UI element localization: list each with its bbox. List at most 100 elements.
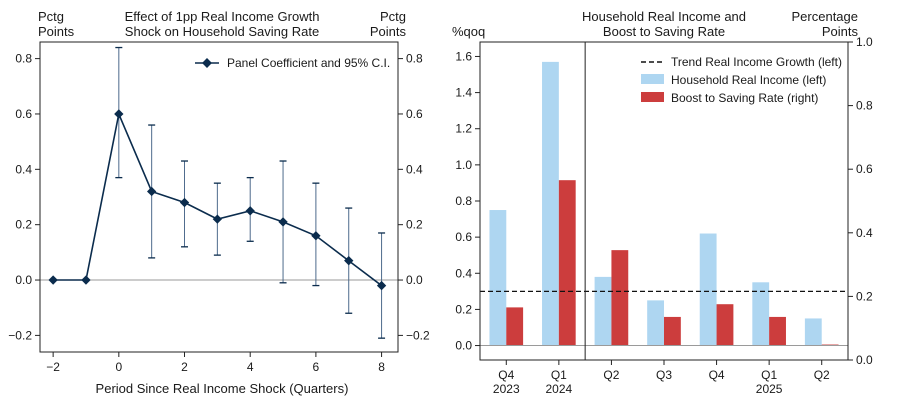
right-ylabel: %qoq xyxy=(452,24,485,39)
right-y2-tick-label: 1.0 xyxy=(856,35,873,49)
left-y-tick-label: 0.8 xyxy=(15,52,32,66)
right-x-tick-label: 2024 xyxy=(546,382,573,396)
right-y2-tick-label: 0.4 xyxy=(856,226,873,240)
right-title-line-1: Household Real Income and xyxy=(582,9,746,24)
right-y-tick-label: 0.2 xyxy=(455,302,472,316)
left-coefficient-point xyxy=(344,255,354,266)
right-y2label-line-1: Percentage xyxy=(792,9,859,24)
right-y-tick-label: 1.6 xyxy=(455,49,472,63)
left-y-tick-label: 0.6 xyxy=(15,107,32,121)
right-legend-income-swatch xyxy=(641,74,664,84)
left-y-tick-label: 0.4 xyxy=(15,162,32,176)
right-x-tick-label: Q1 xyxy=(551,368,567,382)
right-x-tick-label: 2025 xyxy=(756,382,783,396)
right-y2-ticks: 0.0 0.2 0.4 0.6 0.8 1.0 xyxy=(848,35,873,367)
left-plot-frame xyxy=(39,41,399,353)
right-x-tick-label: Q3 xyxy=(656,368,672,382)
left-legend: Panel Coefficient and 95% C.I. xyxy=(195,56,390,70)
left-coefficient-point xyxy=(114,109,124,119)
left-error-bars xyxy=(115,46,386,339)
right-y2-tick-label: 0.0 xyxy=(856,353,873,367)
right-legend-saving-label: Boost to Saving Rate (right) xyxy=(671,91,818,105)
right-y-tick-label: 1.2 xyxy=(455,122,472,136)
left-y2label-line-1: Pctg xyxy=(380,9,406,24)
left-x-tick-label: 0 xyxy=(115,360,122,374)
left-coefficient-point xyxy=(245,206,255,216)
income-bar xyxy=(699,233,717,346)
right-legend-income-label: Household Real Income (left) xyxy=(671,73,826,87)
right-y-tick-label: 0.4 xyxy=(455,266,472,280)
saving-rate-bar xyxy=(769,316,786,346)
right-x-tick-label: Q1 xyxy=(761,368,777,382)
left-ylabel-line-1: Pctg xyxy=(38,9,64,24)
left-coefficient-point xyxy=(376,280,387,291)
left-y2-tick-label: 0.6 xyxy=(406,107,423,121)
left-x-tick-label: −2 xyxy=(46,360,60,374)
right-y-tick-label: 1.0 xyxy=(455,158,472,172)
left-x-ticks: −2 0 2 4 6 8 xyxy=(46,352,385,374)
left-coefficient-point xyxy=(81,275,91,285)
left-legend-label: Panel Coefficient and 95% C.I. xyxy=(227,56,390,70)
left-x-tick-label: 8 xyxy=(378,360,385,374)
left-title-line-2: Shock on Household Saving Rate xyxy=(125,24,319,39)
income-bar xyxy=(594,276,612,346)
left-y-tick-label: 0.2 xyxy=(15,218,32,232)
saving-rate-bar xyxy=(506,307,524,346)
left-x-tick-label: 4 xyxy=(247,360,254,374)
right-y-tick-label: 0.6 xyxy=(455,230,472,244)
right-y-tick-label: 0.8 xyxy=(455,194,472,208)
right-x-tick-label: Q4 xyxy=(709,368,725,382)
left-y-ticks: −0.2 0.0 0.2 0.4 0.6 0.8 xyxy=(8,52,40,342)
right-y-tick-label: 0.0 xyxy=(455,339,472,353)
left-x-tick-label: 6 xyxy=(313,360,320,374)
left-y2-tick-label: 0.0 xyxy=(406,273,423,287)
right-y-ticks: 0.0 0.2 0.4 0.6 0.8 1.0 1.2 1.4 1.6 xyxy=(455,49,480,353)
right-legend: Trend Real Income Growth (left) Househol… xyxy=(641,55,842,105)
right-legend-saving-swatch xyxy=(641,92,664,102)
left-y2-tick-label: 0.4 xyxy=(406,162,423,176)
right-chart: 0.0 0.2 0.4 0.6 0.8 1.0 1.2 1.4 1.6 0.0 0.2 0.4 0.6… xyxy=(452,9,873,396)
right-y2-tick-label: 0.8 xyxy=(856,99,873,113)
left-y2label-line-2: Points xyxy=(370,24,407,39)
right-x-tick-label: 2023 xyxy=(493,382,520,396)
left-coefficient-point xyxy=(278,217,288,227)
left-coefficient-point xyxy=(212,214,223,224)
saving-rate-bar xyxy=(558,180,576,346)
right-y2-tick-label: 0.2 xyxy=(856,289,873,303)
right-x-tick-label: Q2 xyxy=(814,368,830,382)
income-bar xyxy=(752,282,770,346)
right-legend-trend-label: Trend Real Income Growth (left) xyxy=(671,55,842,69)
left-y2-tick-label: 0.2 xyxy=(406,218,423,232)
right-x-tick-label: Q2 xyxy=(603,368,619,382)
left-coefficient-point xyxy=(179,197,190,208)
left-coefficient-point xyxy=(147,186,157,197)
left-x-tick-label: 2 xyxy=(181,360,188,374)
left-xlabel: Period Since Real Income Shock (Quarters… xyxy=(96,381,349,396)
left-coefficient-point xyxy=(311,231,321,241)
right-y2label-line-2: Points xyxy=(822,24,859,39)
income-bar xyxy=(647,300,664,346)
left-chart: −2 0 2 4 6 8 −0.2 0.0 0.2 0.4 0.6 0.8 −0.2 0.0 0.2 0.… xyxy=(8,9,430,396)
left-legend-marker xyxy=(202,58,212,68)
left-y-tick-label: −0.2 xyxy=(8,328,32,342)
saving-rate-bar xyxy=(664,316,681,346)
saving-rate-bar xyxy=(716,304,734,346)
right-y-tick-label: 1.4 xyxy=(455,86,472,100)
left-y2-tick-label: 0.8 xyxy=(406,52,423,66)
left-y2-ticks: −0.2 0.0 0.2 0.4 0.6 0.8 xyxy=(398,52,430,342)
left-y2-tick-label: −0.2 xyxy=(406,328,430,342)
right-y2-tick-label: 0.6 xyxy=(856,162,873,176)
left-series-points xyxy=(48,109,387,291)
left-coefficient-point xyxy=(48,275,58,285)
left-title-line-1: Effect of 1pp Real Income Growth xyxy=(125,9,320,24)
left-y-tick-label: 0.0 xyxy=(15,273,32,287)
income-bar xyxy=(489,210,507,346)
right-bars xyxy=(480,61,848,347)
income-bar xyxy=(804,318,822,346)
right-x-tick-label: Q4 xyxy=(498,368,514,382)
right-title-line-2: Boost to Saving Rate xyxy=(603,24,725,39)
income-bar xyxy=(542,61,559,346)
